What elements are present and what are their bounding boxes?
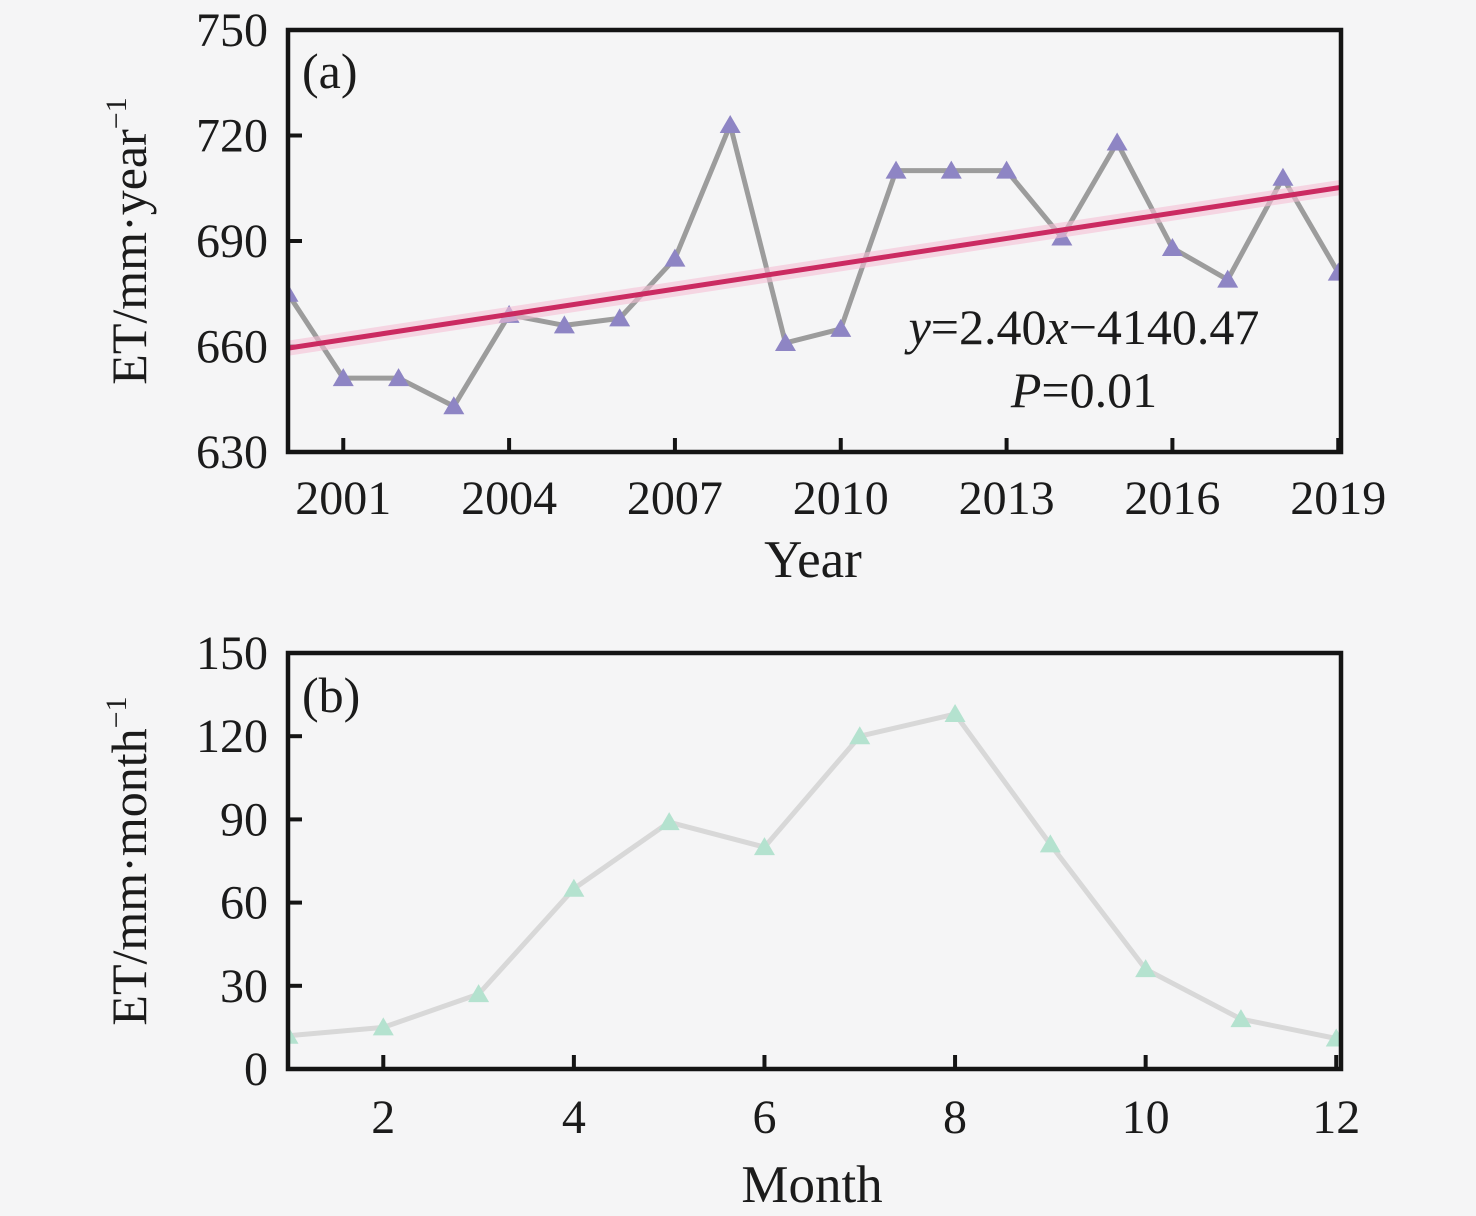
data-layer bbox=[288, 114, 1341, 415]
series-line bbox=[288, 122, 1341, 409]
data-point-marker bbox=[1325, 1028, 1341, 1047]
data-point-marker bbox=[1230, 1009, 1252, 1028]
y-tick-label: 30 bbox=[220, 960, 268, 1013]
data-point-marker bbox=[1106, 132, 1128, 151]
panel-label: (a) bbox=[302, 43, 358, 99]
data-point-marker bbox=[885, 160, 907, 179]
data-point-marker bbox=[1135, 959, 1157, 978]
data-point-marker bbox=[288, 1025, 299, 1044]
x-axis-title: Month bbox=[741, 1156, 882, 1214]
y-tick-label: 0 bbox=[244, 1043, 268, 1096]
data-point-marker bbox=[1039, 834, 1061, 853]
x-tick-label: 2016 bbox=[1124, 472, 1220, 525]
data-point-marker bbox=[563, 878, 585, 897]
plot-border bbox=[285, 27, 1344, 455]
data-point-marker bbox=[658, 812, 680, 831]
data-point-marker bbox=[1272, 167, 1294, 186]
data-point-marker bbox=[1161, 238, 1183, 257]
trend-equation-text: y=2.40x−4140.47 bbox=[904, 299, 1260, 355]
panel-a: 2001 2004 2007 2010 2013 2016 2019 630 660 690 720… bbox=[100, 4, 1386, 589]
x-tick-label: 10 bbox=[1122, 1091, 1170, 1144]
trend-line bbox=[288, 184, 1341, 351]
plot-border bbox=[285, 650, 1344, 1072]
data-point-marker bbox=[849, 726, 871, 745]
x-tick-label: 12 bbox=[1312, 1091, 1360, 1144]
x-tick-label: 2004 bbox=[461, 472, 557, 525]
x-tick-label: 6 bbox=[752, 1091, 776, 1144]
x-tick-label: 2001 bbox=[295, 472, 391, 525]
x-tick-label: 2007 bbox=[627, 472, 723, 525]
x-tick-label: 8 bbox=[943, 1091, 967, 1144]
data-point-marker bbox=[332, 368, 354, 387]
data-point-marker bbox=[553, 315, 575, 334]
data-point-marker bbox=[753, 837, 775, 856]
y-tick-label: 630 bbox=[196, 426, 268, 479]
data-point-marker bbox=[996, 160, 1018, 179]
data-point-marker bbox=[388, 368, 410, 387]
data-point-marker bbox=[830, 318, 852, 337]
y-axis-title: ET/mm·month−1 bbox=[100, 696, 157, 1025]
data-point-marker bbox=[719, 114, 741, 133]
data-point-marker bbox=[774, 332, 796, 351]
y-tick-label: 120 bbox=[196, 710, 268, 763]
data-point-marker bbox=[944, 704, 966, 723]
y-tick-label: 720 bbox=[196, 110, 268, 163]
y-tick-label: 690 bbox=[196, 215, 268, 268]
data-point-marker bbox=[609, 308, 631, 327]
panel-label: (b) bbox=[302, 667, 360, 723]
x-tick-label: 2019 bbox=[1290, 472, 1386, 525]
x-tick-label: 2010 bbox=[793, 472, 889, 525]
panel-b: 2 4 6 8 10 120306090120150(b)MonthET/mm·month… bbox=[100, 627, 1360, 1214]
x-tick-label: 4 bbox=[562, 1091, 586, 1144]
y-tick-label: 660 bbox=[196, 321, 268, 374]
x-axis-title: Year bbox=[764, 531, 862, 589]
y-tick-label: 90 bbox=[220, 793, 268, 846]
data-point-marker bbox=[664, 248, 686, 267]
y-axis-title: ET/mm·year−1 bbox=[100, 97, 157, 384]
series-line bbox=[288, 711, 1339, 1041]
y-tick-label: 750 bbox=[196, 4, 268, 57]
data-point-marker bbox=[1217, 269, 1239, 288]
data-point-marker bbox=[468, 984, 490, 1003]
y-tick-label: 150 bbox=[196, 627, 268, 680]
x-tick-label: 2013 bbox=[959, 472, 1055, 525]
data-point-marker bbox=[288, 283, 299, 302]
y-tick-label: 60 bbox=[220, 877, 268, 930]
data-point-marker bbox=[443, 396, 465, 415]
data-point-marker bbox=[1327, 262, 1341, 281]
x-tick-label: 2 bbox=[371, 1091, 395, 1144]
data-point-marker bbox=[940, 160, 962, 179]
p-value-text: P=0.01 bbox=[1010, 362, 1157, 418]
data-point-marker bbox=[372, 1017, 394, 1036]
data-layer bbox=[288, 704, 1341, 1047]
